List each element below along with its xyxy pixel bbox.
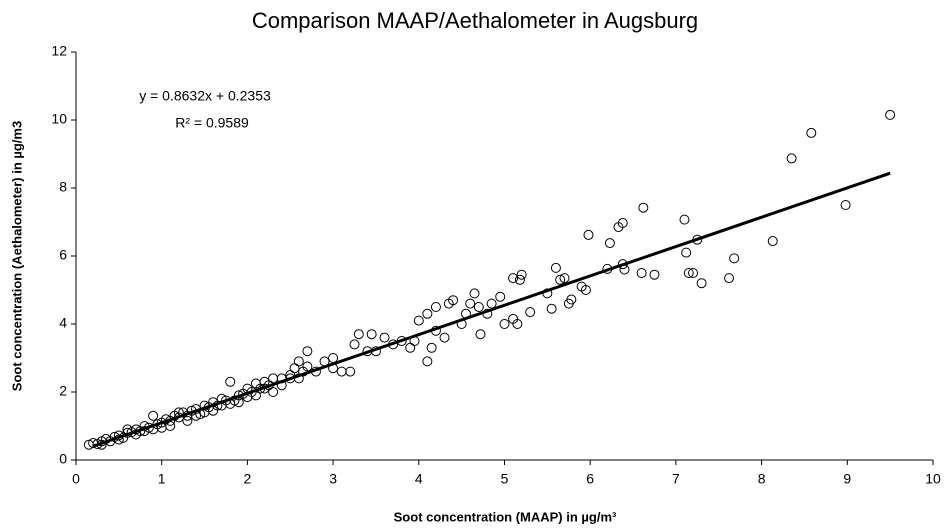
x-axis-label: Soot concentration (MAAP) in µg/m³ (394, 509, 617, 524)
x-tick-label: 9 (843, 471, 851, 487)
point (512, 319, 523, 329)
point (696, 278, 707, 289)
point (345, 366, 356, 377)
x-tick-label: 10 (925, 471, 941, 487)
point (583, 229, 594, 240)
point (681, 247, 692, 258)
point (268, 373, 279, 384)
x-tick-label: 7 (672, 471, 680, 487)
point (555, 274, 566, 285)
y-tick-label: 12 (51, 43, 67, 59)
point (885, 109, 896, 120)
point (293, 356, 304, 367)
point (422, 308, 433, 319)
point (550, 262, 561, 273)
point (604, 238, 615, 249)
point (268, 387, 279, 397)
point (422, 356, 433, 367)
y-tick-label: 4 (59, 315, 67, 331)
x-tick-label: 3 (329, 471, 337, 487)
point (486, 298, 497, 309)
equation: y = 0.8632x + 0.2353 (139, 88, 271, 104)
point (366, 329, 377, 340)
point (289, 363, 300, 374)
point (302, 361, 313, 372)
point (336, 366, 347, 377)
point (379, 332, 390, 343)
x-tick-label: 0 (72, 471, 80, 487)
point (546, 303, 557, 314)
point (499, 319, 510, 329)
point (724, 273, 735, 284)
point (405, 342, 416, 353)
x-tick-label: 5 (501, 471, 509, 487)
point (165, 421, 176, 431)
x-tick-label: 6 (586, 471, 594, 487)
point (559, 273, 570, 284)
point (617, 218, 628, 229)
chart-title: Comparison MAAP/Aethalometer in Augsburg (252, 8, 698, 33)
point (649, 269, 660, 280)
point (148, 410, 159, 421)
x-tick-label: 1 (158, 471, 166, 487)
point (767, 236, 778, 247)
point (729, 253, 740, 264)
x-tick-label: 8 (758, 471, 766, 487)
y-tick-label: 0 (59, 451, 67, 467)
point (469, 288, 480, 299)
point (683, 268, 694, 278)
point (806, 127, 817, 138)
point (465, 298, 476, 309)
point (525, 307, 536, 318)
trendline (92, 171, 891, 448)
x-tick-label: 4 (415, 471, 423, 487)
point (426, 342, 437, 353)
point (302, 346, 313, 357)
point (475, 329, 486, 340)
y-tick-label: 2 (59, 383, 67, 399)
point (430, 302, 441, 312)
point (448, 295, 459, 306)
point (473, 302, 484, 312)
point (514, 274, 525, 285)
point (638, 202, 649, 213)
point (688, 268, 699, 278)
point (349, 339, 360, 350)
y-tick-label: 8 (59, 179, 67, 195)
point (439, 332, 450, 343)
point (566, 294, 577, 305)
y-tick-label: 10 (51, 111, 67, 127)
x-tick-label: 2 (244, 471, 252, 487)
point (679, 214, 690, 225)
r-squared: R² = 0.9589 (175, 115, 249, 131)
y-tick-label: 6 (59, 247, 67, 263)
point (840, 200, 851, 210)
y-axis-label: Soot concentration (Aethalometer) in µg/… (9, 121, 24, 391)
point (786, 153, 797, 164)
point (516, 269, 527, 280)
point (328, 353, 339, 363)
point (182, 415, 193, 426)
point (508, 273, 519, 284)
point (225, 376, 236, 387)
point (580, 285, 591, 295)
point (413, 315, 424, 326)
point (353, 329, 364, 340)
point (495, 291, 506, 302)
point (636, 268, 647, 278)
